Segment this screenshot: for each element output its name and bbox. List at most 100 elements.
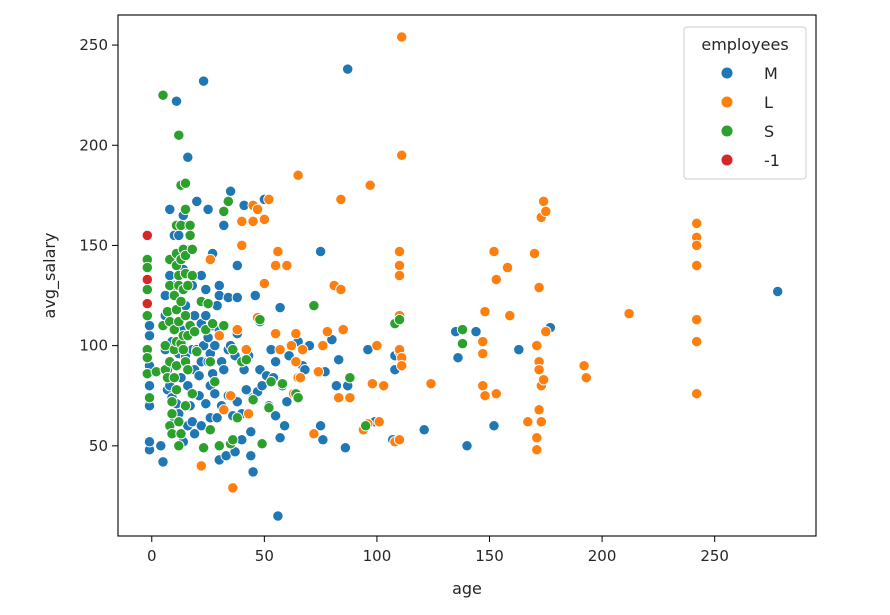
data-point-L-19 bbox=[269, 259, 282, 272]
data-point-M-121 bbox=[272, 510, 284, 522]
data-point-L-17 bbox=[258, 277, 271, 290]
data-point-L-65 bbox=[479, 390, 491, 402]
data-point-M-109 bbox=[249, 289, 261, 302]
data-point-S-71 bbox=[202, 297, 214, 310]
data-point-M-61 bbox=[200, 283, 212, 296]
data-point-M-120 bbox=[269, 410, 282, 422]
data-point-S-74 bbox=[206, 317, 219, 330]
data-point-M-63 bbox=[200, 398, 212, 410]
data-point-M-132 bbox=[314, 245, 327, 258]
data-point-M-3 bbox=[143, 380, 156, 392]
x-axis-ticks: 0 50 100 150 200 250 bbox=[147, 536, 729, 565]
data-point-L-86 bbox=[540, 325, 552, 338]
data-point-S-64 bbox=[186, 269, 198, 282]
data-point-L-75 bbox=[531, 339, 543, 352]
data-point-M-140 bbox=[339, 442, 352, 454]
data-point-M-125 bbox=[278, 420, 291, 432]
y-axis-ticks: 50 100 150 200 250 bbox=[79, 36, 118, 455]
data-point-L-37 bbox=[333, 392, 345, 404]
y-tick-label: 150 bbox=[79, 236, 108, 254]
data-point-L-5 bbox=[224, 390, 237, 402]
data-point-L-57 bbox=[396, 149, 408, 161]
data-point-L-12 bbox=[247, 215, 259, 228]
data-point-L-73 bbox=[531, 432, 543, 444]
data-point-S-85 bbox=[240, 354, 252, 366]
data-point-M-90 bbox=[224, 185, 237, 197]
y-tick-label: 200 bbox=[79, 136, 108, 154]
data-point--1-2 bbox=[141, 297, 153, 310]
data-point-L-3 bbox=[213, 329, 225, 342]
data-point-M-123 bbox=[274, 432, 286, 444]
data-point-L-7 bbox=[231, 323, 243, 336]
data-point-L-1 bbox=[195, 460, 207, 472]
data-point-L-44 bbox=[364, 179, 376, 191]
data-point-M-77 bbox=[213, 279, 225, 292]
data-point-M-154 bbox=[488, 420, 500, 432]
data-point-L-9 bbox=[236, 239, 248, 252]
data-point-S-54 bbox=[179, 309, 192, 322]
data-point--1-1 bbox=[141, 273, 153, 286]
legend: employees MLS -1 bbox=[683, 26, 807, 180]
x-tick-label: 50 bbox=[255, 547, 274, 565]
data-point-L-82 bbox=[535, 416, 547, 428]
data-point-L-67 bbox=[490, 273, 502, 286]
data-point-M-126 bbox=[281, 396, 293, 408]
data-point-S-89 bbox=[263, 402, 275, 414]
x-axis-label: age bbox=[452, 579, 482, 598]
data-point-L-15 bbox=[251, 203, 264, 216]
x-tick-label: 250 bbox=[700, 547, 729, 565]
data-point-L-96 bbox=[691, 388, 703, 400]
data-point-S-78 bbox=[218, 319, 230, 332]
x-tick-label: 150 bbox=[475, 547, 504, 565]
data-point-M-25 bbox=[173, 229, 185, 242]
data-point-L-94 bbox=[691, 313, 703, 326]
data-point-L-39 bbox=[335, 193, 347, 206]
data-point-S-2 bbox=[141, 283, 153, 296]
data-point-S-51 bbox=[179, 203, 192, 216]
data-point-S-79 bbox=[222, 195, 234, 208]
data-point-M-119 bbox=[269, 356, 282, 368]
data-point-L-87 bbox=[578, 360, 590, 372]
data-point-L-56 bbox=[396, 31, 408, 43]
data-point-L-63 bbox=[477, 380, 489, 392]
data-point-S-67 bbox=[191, 345, 203, 358]
data-point-M-107 bbox=[247, 466, 259, 478]
data-point-L-21 bbox=[272, 245, 284, 258]
data-point-L-70 bbox=[504, 309, 516, 322]
data-point-S-9 bbox=[157, 89, 169, 101]
data-point-M-59 bbox=[197, 75, 210, 87]
data-point-L-69 bbox=[501, 261, 514, 274]
data-point-L-45 bbox=[366, 378, 379, 390]
data-point-L-6 bbox=[227, 482, 239, 494]
data-point-M-139 bbox=[333, 354, 345, 366]
data-point-M-149 bbox=[418, 424, 430, 436]
data-point-S-66 bbox=[188, 325, 201, 338]
data-point-L-24 bbox=[285, 339, 298, 352]
data-point-L-95 bbox=[691, 335, 703, 348]
data-point-L-48 bbox=[378, 380, 390, 392]
data-point-M-48 bbox=[188, 428, 201, 440]
data-point-M-53 bbox=[193, 370, 205, 382]
data-point-L-23 bbox=[281, 259, 293, 272]
data-point-S-99 bbox=[456, 323, 469, 336]
data-point-M-141 bbox=[342, 63, 354, 75]
data-point--1-0 bbox=[141, 229, 153, 242]
data-point-M-152 bbox=[461, 440, 473, 452]
data-point-L-59 bbox=[396, 360, 408, 372]
legend-label-M: M bbox=[764, 64, 778, 83]
data-point-L-10 bbox=[240, 343, 252, 356]
data-point-M-153 bbox=[470, 325, 482, 338]
data-point-M-138 bbox=[330, 380, 343, 392]
data-point-S-57 bbox=[182, 279, 194, 292]
data-point-S-61 bbox=[184, 229, 196, 242]
data-point-L-74 bbox=[531, 444, 543, 456]
data-point-S-50 bbox=[179, 177, 192, 189]
data-point-S-5 bbox=[141, 352, 153, 364]
data-point-M-155 bbox=[513, 343, 525, 356]
data-point-L-38 bbox=[335, 283, 347, 296]
data-point-M-157 bbox=[772, 285, 784, 298]
x-tick-label: 0 bbox=[147, 547, 157, 565]
data-point-L-83 bbox=[537, 195, 550, 208]
data-point-L-61 bbox=[477, 335, 489, 348]
data-point-L-22 bbox=[274, 343, 286, 356]
